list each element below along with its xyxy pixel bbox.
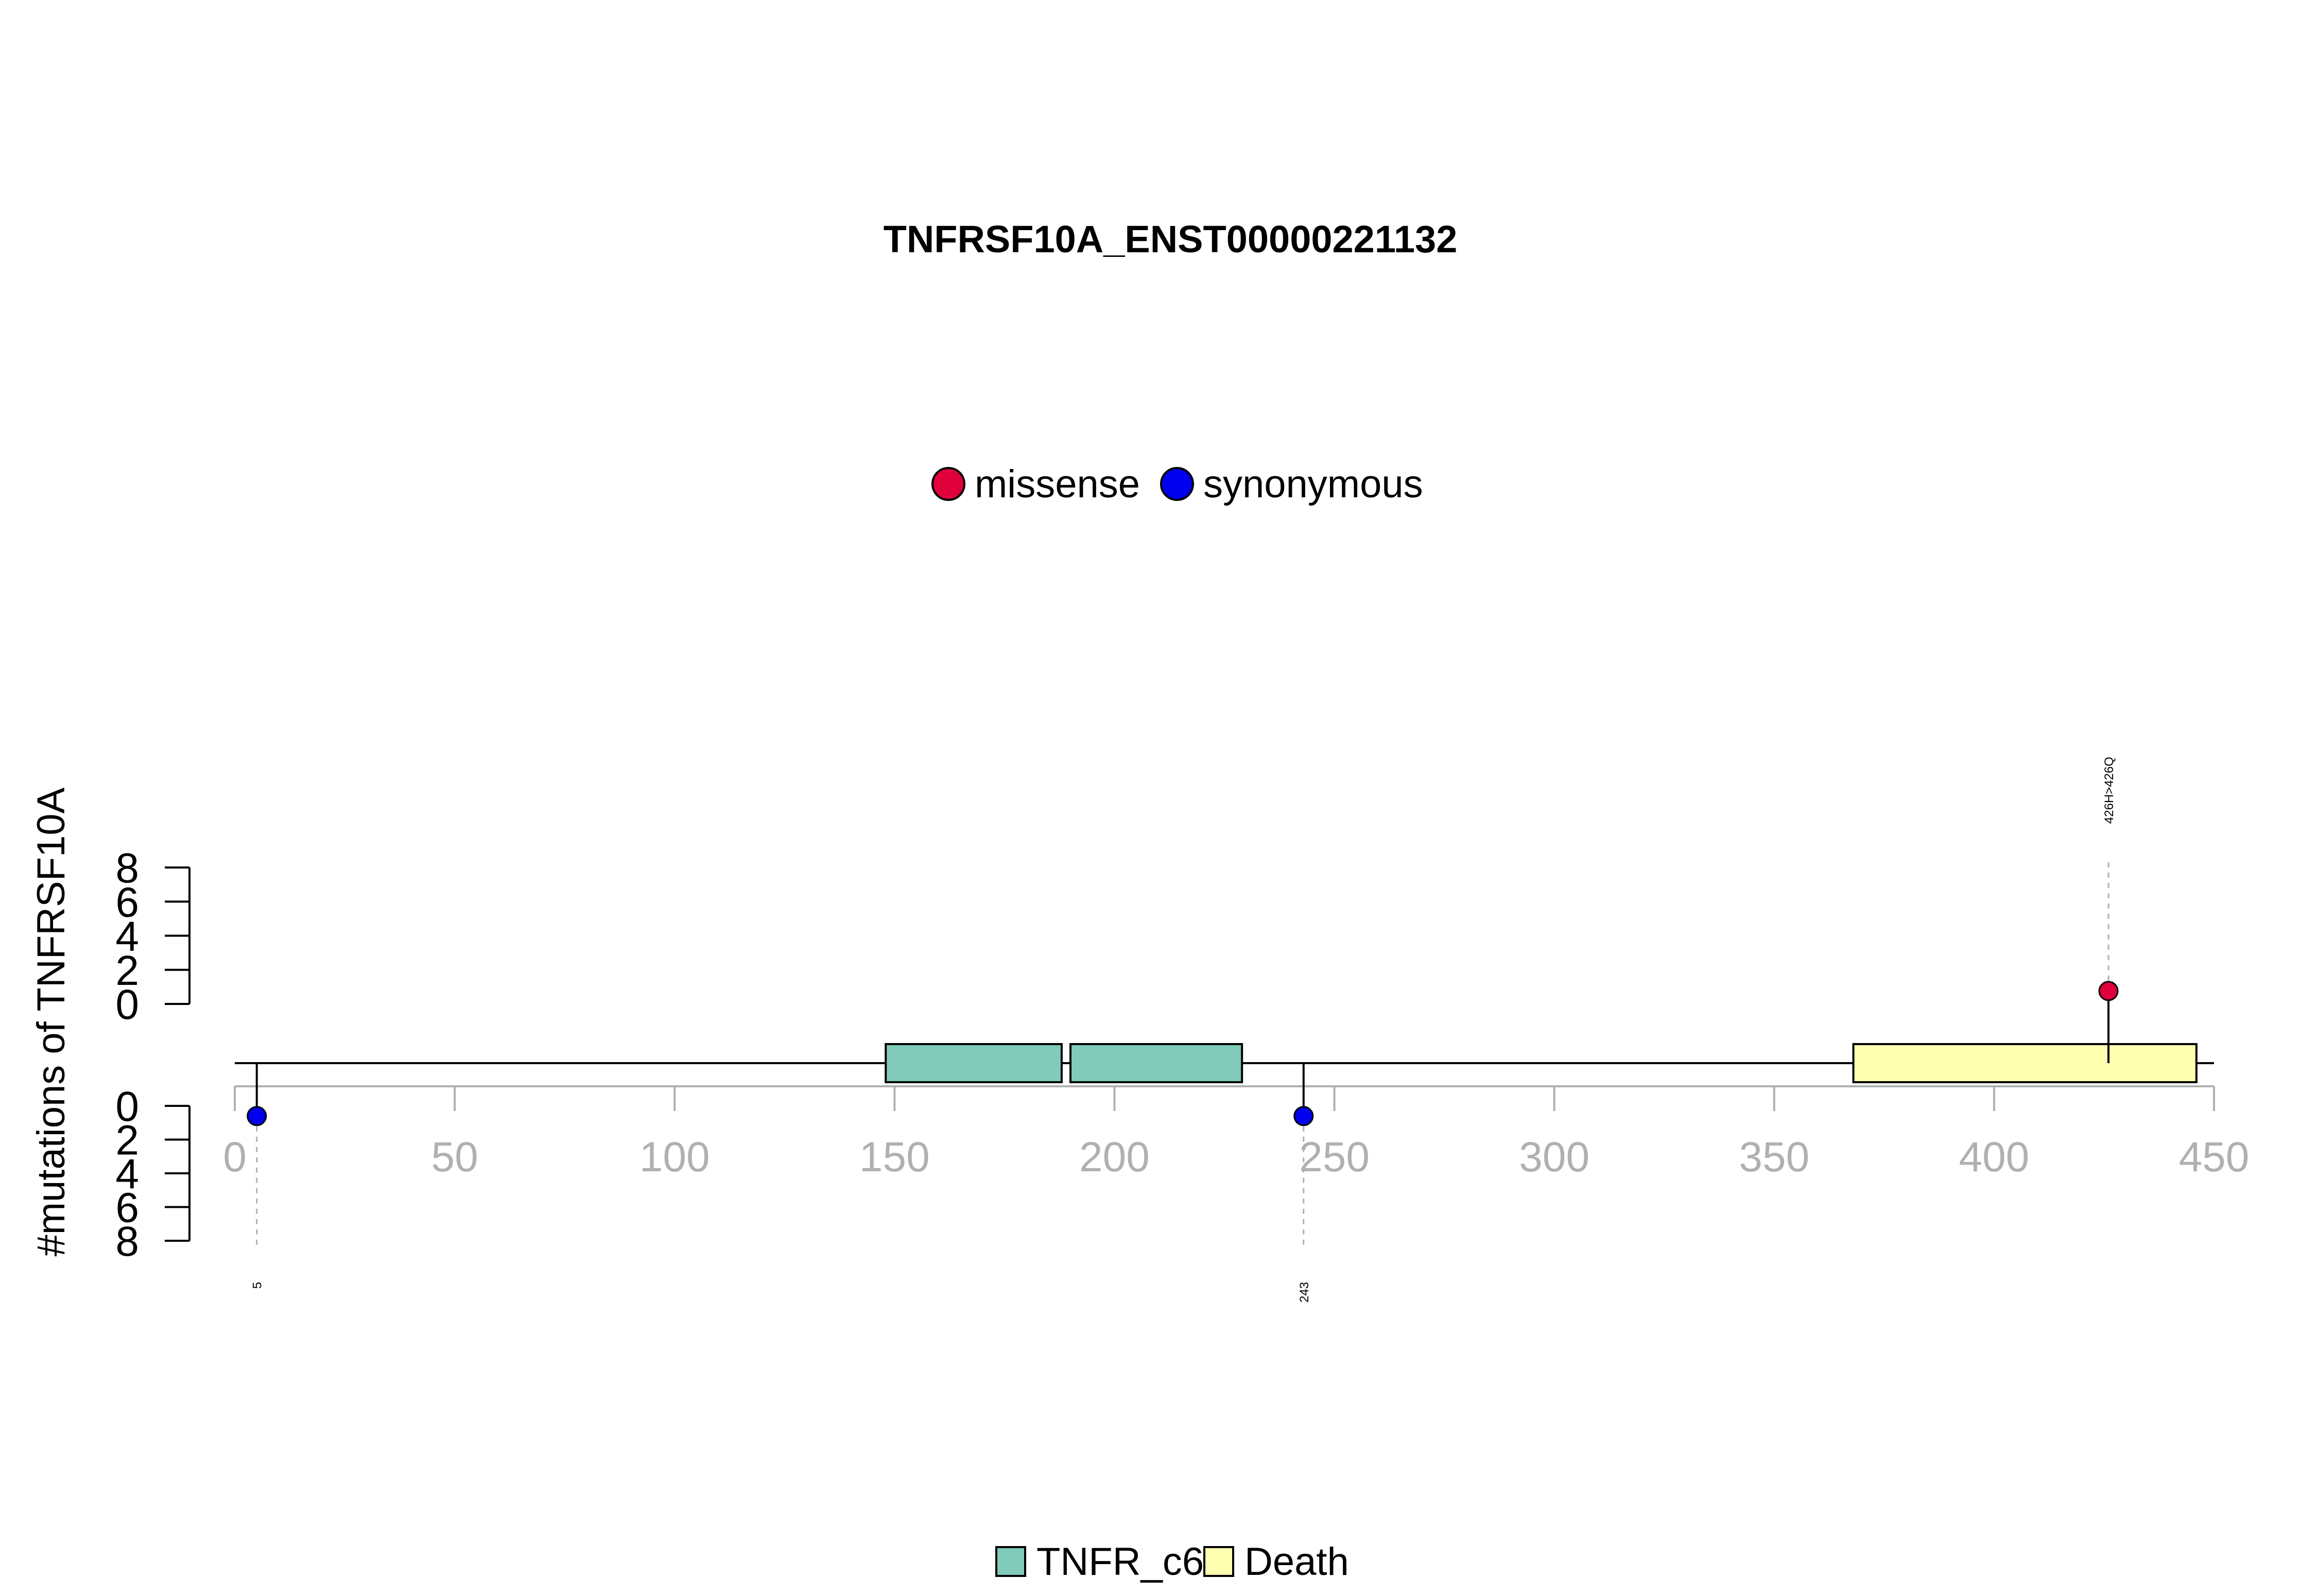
- mutation-legend: missense synonymous: [931, 462, 1423, 506]
- x-tick-label: 300: [1519, 1134, 1589, 1181]
- y-tick-label: 2: [115, 1117, 139, 1164]
- y-tick-label: 0: [115, 1083, 139, 1130]
- x-tick-label: 250: [1299, 1134, 1370, 1181]
- x-tick-label: 0: [223, 1134, 247, 1181]
- protein-domains: [885, 1043, 2198, 1083]
- legend-label: synonymous: [1203, 462, 1423, 506]
- lollipop-head-synonymous: [1293, 1106, 1314, 1126]
- x-tick-label: 450: [2179, 1134, 2250, 1181]
- legend-marker-synonymous: [1160, 467, 1194, 501]
- y-tick-label: 2: [115, 947, 139, 994]
- domain-tnfr-c6: [1069, 1043, 1243, 1083]
- mutation-label: 243: [1298, 1282, 1311, 1303]
- lollipop-head-synonymous: [247, 1106, 267, 1126]
- legend-label: Death: [1244, 1540, 1349, 1584]
- chart-title: TNFRSF10A_ENST00000221132: [884, 218, 1458, 261]
- y-tick-label: 4: [115, 913, 139, 960]
- legend-swatch-death: [1203, 1546, 1234, 1577]
- x-tick-label: 100: [639, 1134, 710, 1181]
- x-tick-label: 350: [1739, 1134, 1809, 1181]
- y-axis-label: #mutations of TNFRSF10A: [29, 787, 73, 1256]
- y-tick-label: 8: [115, 1218, 139, 1265]
- mutation-label: 426H>426Q: [2102, 757, 2116, 824]
- y-tick-label: 4: [115, 1151, 139, 1198]
- domain-tnfr-c6: [885, 1043, 1063, 1083]
- legend-label: TNFR_c6: [1036, 1540, 1204, 1584]
- x-tick-label: 400: [1959, 1134, 2029, 1181]
- x-tick-label: 200: [1079, 1134, 1150, 1181]
- lollipop-head-missense: [2098, 981, 2119, 1001]
- mutation-lollipops: 5 243 426H>426Q: [247, 757, 2119, 1303]
- x-tick-label: 50: [431, 1134, 478, 1181]
- y-tick-label: 6: [115, 1185, 139, 1231]
- legend-marker-missense: [931, 467, 965, 501]
- y-tick-label: 8: [115, 845, 139, 892]
- y-tick-label: 6: [115, 879, 139, 926]
- domain-death: [1852, 1043, 2198, 1083]
- x-tick-label: 150: [859, 1134, 930, 1181]
- x-axis: 0 50 100 150 200 250 300 350 400 450: [223, 1085, 2250, 1181]
- legend-label: missense: [975, 462, 1140, 506]
- mutation-label: 5: [251, 1282, 265, 1289]
- domain-legend: TNFR_c6 Death: [995, 1540, 1349, 1584]
- y-tick-label: 0: [115, 981, 139, 1028]
- legend-swatch-tnfr-c6: [995, 1546, 1026, 1577]
